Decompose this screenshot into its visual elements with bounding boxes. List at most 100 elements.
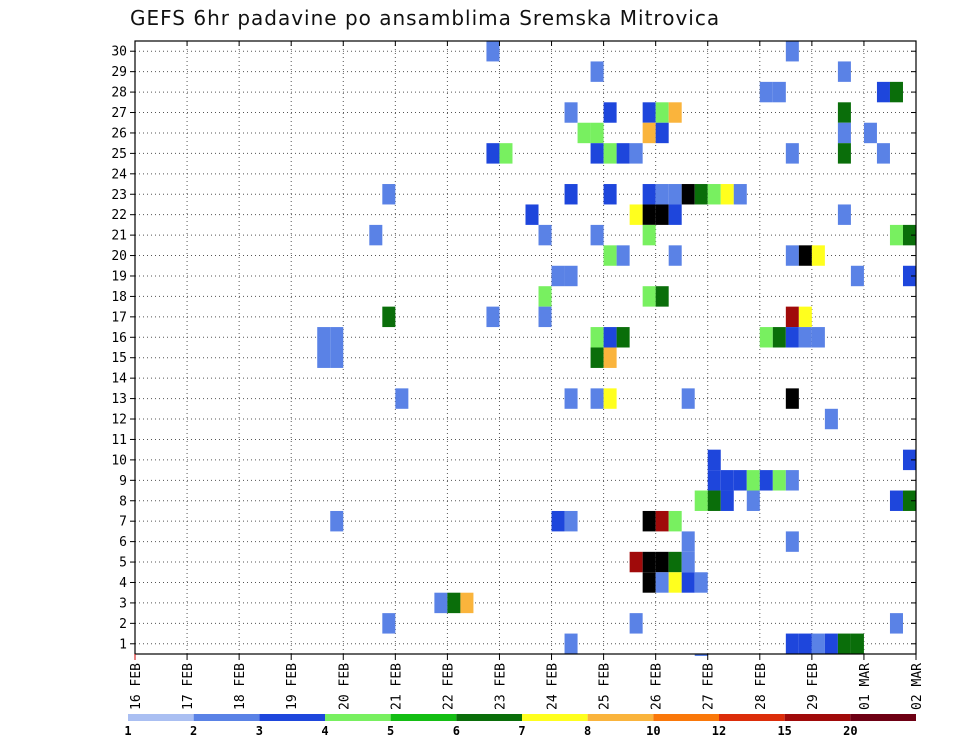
heatmap-cell [889,81,903,103]
heatmap-cell [564,265,578,287]
heatmap-cell [707,490,721,511]
heatmap-cell [798,633,812,654]
heatmap-cell [590,122,604,144]
heatmap-cell [785,388,799,409]
heatmap-cell [720,490,734,511]
heatmap-cell [447,592,461,614]
y-tick-label: 27 [111,106,127,121]
heatmap-cell [876,143,890,164]
colorbar-label: 6 [453,724,460,738]
heatmap-cell [655,102,669,123]
heatmap-cell [434,592,448,614]
heatmap-cell [577,122,591,144]
heatmap-cell [603,327,617,348]
colorbar-label: 10 [646,724,660,738]
x-tick-label: 02 MAR [910,663,925,710]
x-tick-label: 01 MAR [858,663,873,710]
y-tick-label: 16 [111,331,127,346]
heatmap-cell [629,613,643,634]
heatmap-cell [629,204,643,225]
heatmap-cell [655,572,669,593]
x-tick-label: 28 FEB [754,663,769,710]
y-tick-label: 9 [119,474,127,489]
heatmap-cell [590,388,604,409]
y-tick-label: 21 [111,229,127,244]
heatmap-cell [642,224,656,246]
heatmap-cell [655,204,669,225]
heatmap-cell [603,388,617,409]
heatmap-cell [538,286,552,307]
heatmap-cell [382,306,396,328]
heatmap-cell [850,265,864,287]
colorbar-label: 12 [712,724,726,738]
heatmap-cell [538,224,552,246]
x-tick-label: 24 FEB [546,663,561,710]
heatmap-cell [395,388,409,409]
heatmap-cell [564,184,578,205]
colorbar-segment [784,714,851,721]
colorbar-segment [850,714,916,721]
heatmap-cell [655,122,669,144]
heatmap-cell [525,204,539,225]
heatmap-cell [785,531,799,552]
colorbar-segment [259,714,325,721]
y-tick-label: 30 [111,45,127,60]
heatmap-cell [616,245,630,266]
y-tick-label: 6 [119,535,127,550]
heatmap-cell [681,531,695,552]
heatmap-cell [369,224,383,246]
heatmap-cell [668,572,682,593]
heatmap-cell [707,184,721,205]
heatmap-cell [486,41,500,62]
heatmap-cell [629,551,643,573]
heatmap-cell [707,470,721,491]
heatmap-cell [655,286,669,307]
heatmap-cell [785,143,799,164]
y-tick-label: 25 [111,147,127,162]
heatmap-cell [642,286,656,307]
heatmap-cell [330,327,344,348]
heatmap-cell [733,470,747,491]
heatmap-cell [681,551,695,573]
y-tick-label: 4 [119,576,127,591]
heatmap-cell [551,510,565,532]
heatmap-cell [616,143,630,164]
y-tick-label: 7 [119,515,127,530]
heatmap-cell [382,613,396,634]
colorbar-segment [587,714,654,721]
heatmap-cell [785,306,799,328]
x-tick-label: 21 FEB [389,663,404,710]
heatmap-cell [382,184,396,205]
heatmap-cell [603,184,617,205]
heatmap-cell [785,470,799,491]
heatmap-cell [668,184,682,205]
heatmap-cell [590,347,604,368]
heatmap-cell [486,306,500,328]
heatmap-cell [551,265,565,287]
colorbar-label: 15 [777,724,791,738]
heatmap-cell [642,102,656,123]
colorbar-segment [653,714,719,721]
y-tick-label: 13 [111,392,127,407]
colorbar-segment [390,714,457,721]
y-tick-label: 23 [111,188,127,203]
y-tick-label: 5 [119,556,127,571]
colorbar-segment [456,714,522,721]
heatmap-cell [824,633,838,654]
colorbar-segment [325,714,391,721]
heatmap-cell [785,633,799,654]
colorbar-label: 4 [321,724,328,738]
colorbar-label: 20 [843,724,857,738]
heatmap-cell [330,510,344,532]
heatmap-cell [564,102,578,123]
heatmap-cell [720,470,734,491]
y-tick-label: 11 [111,433,127,448]
y-tick-label: 29 [111,65,127,80]
heatmap-cell [837,204,851,225]
x-tick-label: 17 FEB [181,663,196,710]
x-tick-label: 27 FEB [702,663,717,710]
x-tick-label: 23 FEB [493,663,508,710]
heatmap-cell [538,306,552,328]
heatmap-cell [603,245,617,266]
heatmap-cell [889,490,903,511]
